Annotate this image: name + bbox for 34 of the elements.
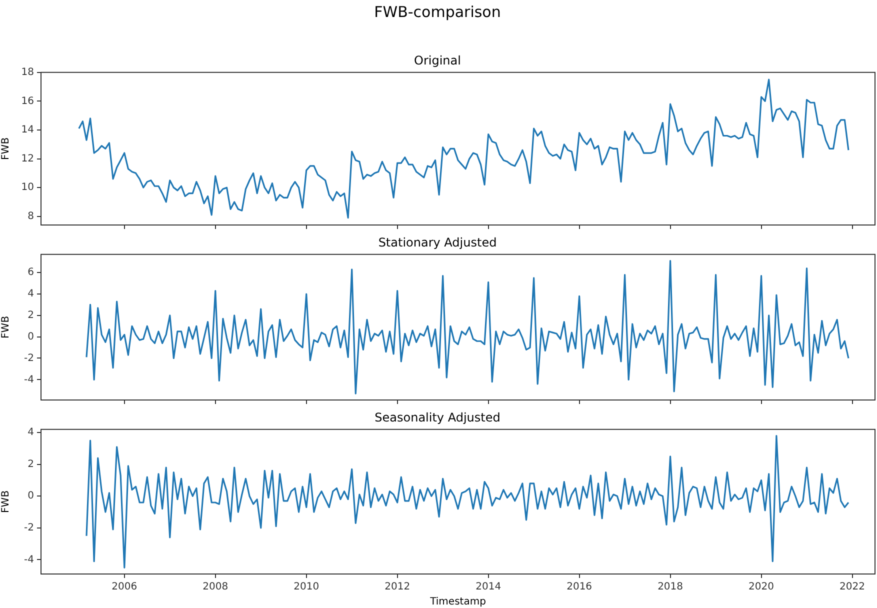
- x-tick-label: 2008: [202, 582, 228, 593]
- x-tick-label: 2014: [476, 582, 502, 593]
- x-axis-title: Timestamp: [429, 596, 486, 608]
- y-tick-label: 6: [28, 267, 34, 278]
- y-tick-label: 14: [21, 124, 34, 136]
- y-tick-label: 2: [28, 458, 34, 470]
- x-tick-label: 2006: [112, 582, 138, 593]
- x-tick-label: 2020: [748, 582, 774, 593]
- y-axis-title: FWB: [0, 490, 12, 513]
- y-tick-label: 2: [28, 310, 34, 322]
- y-tick-label: 4: [28, 427, 34, 438]
- y-tick-label: 8: [28, 210, 34, 222]
- y-tick-label: 4: [28, 288, 34, 300]
- x-tick-label: 2012: [384, 582, 410, 593]
- x-tick-label: 2022: [840, 582, 865, 593]
- y-tick-label: -2: [24, 522, 34, 534]
- y-axis-title: FWB: [0, 137, 12, 160]
- chart-title: Seasonality Adjusted: [374, 410, 500, 424]
- x-tick-label: 2018: [658, 582, 684, 593]
- y-tick-label: -2: [24, 352, 34, 364]
- chart-subtitle: Original: [414, 53, 461, 68]
- y-tick-label: -4: [24, 374, 34, 386]
- y-tick-label: 10: [21, 182, 34, 194]
- chart-title: Stationary Adjusted: [378, 235, 497, 250]
- y-tick-label: 18: [21, 66, 34, 78]
- y-tick-label: 12: [21, 153, 34, 164]
- y-tick-label: 0: [28, 331, 34, 342]
- y-axis-title: FWB: [0, 316, 12, 338]
- x-tick-label: 2010: [294, 582, 320, 593]
- y-tick-label: 16: [21, 96, 34, 107]
- x-tick-label: 2016: [566, 582, 592, 593]
- y-tick-label: -4: [24, 554, 34, 566]
- y-tick-label: 0: [28, 490, 34, 502]
- chart-title: FWB-comparison: [374, 2, 501, 21]
